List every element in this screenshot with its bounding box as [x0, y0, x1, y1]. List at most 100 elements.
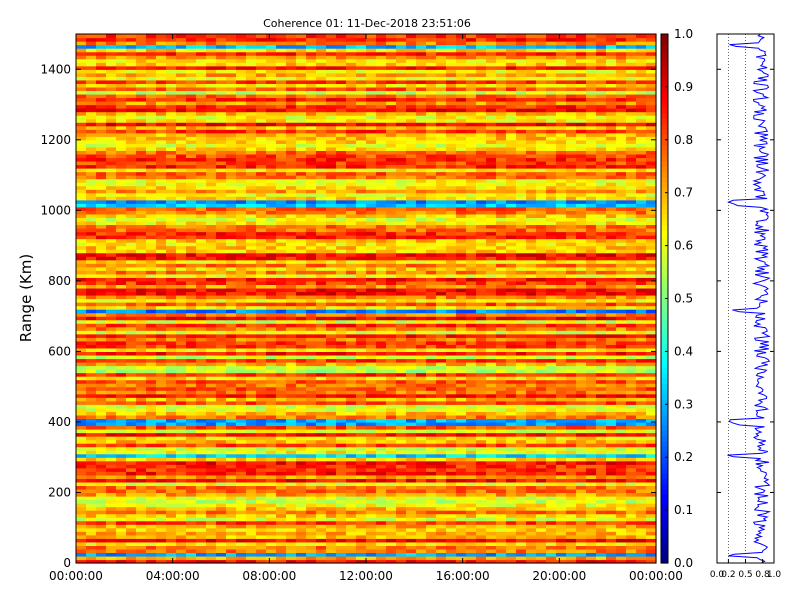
heatmap-cell — [546, 541, 557, 546]
heatmap-cell — [376, 400, 387, 405]
heatmap-cell — [496, 404, 507, 409]
heatmap-cell — [176, 474, 187, 479]
heatmap-cell — [586, 460, 597, 465]
heatmap-cell — [76, 404, 87, 409]
heatmap-cell — [266, 365, 277, 370]
heatmap-cell — [586, 485, 597, 490]
heatmap-cell — [176, 291, 187, 296]
heatmap-cell — [416, 555, 427, 561]
heatmap-cell — [206, 414, 217, 420]
heatmap-cell — [146, 354, 157, 360]
heatmap-cell — [336, 280, 347, 285]
heatmap-cell — [366, 492, 377, 497]
heatmap-cell — [136, 312, 147, 317]
heatmap-cell — [596, 520, 607, 525]
heatmap-cell — [316, 446, 327, 451]
heatmap-cell — [146, 372, 157, 377]
heatmap-cell — [136, 270, 147, 275]
heatmap-cell — [86, 316, 97, 321]
heatmap-cell — [226, 436, 237, 441]
heatmap-cell — [286, 450, 297, 455]
heatmap-cell — [476, 453, 487, 458]
heatmap-cell — [446, 548, 457, 554]
heatmap-cell — [286, 365, 297, 370]
heatmap-cell — [226, 365, 237, 370]
heatmap-cell — [96, 270, 107, 275]
heatmap-cell — [596, 287, 607, 293]
heatmap-cell — [76, 414, 87, 420]
heatmap-cell — [166, 407, 177, 412]
heatmap-cell — [386, 450, 397, 455]
heatmap-cell — [396, 347, 407, 352]
heatmap-cell — [556, 513, 567, 518]
heatmap-cell — [566, 354, 577, 360]
heatmap-cell — [106, 358, 117, 363]
heatmap-cell — [276, 513, 287, 518]
heatmap-cell — [196, 390, 207, 395]
heatmap-cell — [586, 330, 597, 335]
heatmap-cell — [116, 270, 127, 275]
heatmap-cell — [556, 383, 567, 388]
heatmap-cell — [456, 372, 467, 377]
heatmap-cell — [626, 418, 637, 423]
heatmap-cell — [486, 298, 497, 303]
heatmap-cell — [196, 559, 207, 564]
heatmap-cell — [346, 545, 357, 550]
heatmap-cell — [196, 294, 207, 300]
heatmap-cell — [246, 510, 257, 515]
heatmap-cell — [136, 552, 147, 557]
heatmap-cell — [406, 492, 417, 497]
heatmap-cell — [356, 453, 367, 458]
heatmap-cell — [636, 460, 647, 465]
heatmap-cell — [566, 361, 577, 367]
heatmap-cell — [506, 330, 517, 335]
heatmap-cell — [426, 474, 437, 479]
heatmap-cell — [266, 555, 277, 561]
heatmap-cell — [336, 464, 347, 469]
heatmap-cell — [106, 488, 117, 494]
heatmap-cell — [76, 319, 87, 324]
heatmap-cell — [356, 510, 367, 515]
heatmap-cell — [186, 538, 197, 543]
heatmap-cell — [196, 555, 207, 561]
heatmap-cell — [346, 277, 357, 282]
heatmap-cell — [306, 474, 317, 479]
heatmap-cell — [136, 369, 147, 374]
heatmap-cell — [406, 284, 417, 289]
heatmap-cell — [216, 492, 227, 497]
heatmap-cell — [466, 302, 477, 307]
heatmap-cell — [496, 527, 507, 532]
heatmap-cell — [406, 414, 417, 420]
heatmap-cell — [426, 436, 437, 441]
heatmap-cell — [296, 344, 307, 349]
heatmap-cell — [316, 323, 327, 328]
heatmap-cell — [426, 344, 437, 349]
heatmap-cell — [226, 347, 237, 352]
heatmap-cell — [136, 478, 147, 483]
heatmap-cell — [496, 457, 507, 462]
heatmap-cell — [496, 446, 507, 451]
heatmap-cell — [606, 309, 617, 314]
heatmap-cell — [106, 457, 117, 462]
heatmap-cell — [616, 425, 627, 430]
heatmap-cell — [96, 298, 107, 303]
heatmap-cell — [596, 460, 607, 465]
heatmap-cell — [446, 383, 457, 388]
heatmap-cell — [306, 538, 317, 543]
heatmap-cell — [596, 541, 607, 546]
heatmap-cell — [346, 499, 357, 504]
heatmap-cell — [416, 559, 427, 564]
heatmap-cell — [416, 425, 427, 430]
heatmap-cell — [356, 404, 367, 409]
heatmap-cell — [426, 337, 437, 342]
heatmap-cell — [556, 492, 567, 497]
heatmap-cell — [106, 361, 117, 367]
heatmap-cell — [396, 316, 407, 321]
heatmap-cell — [306, 513, 317, 518]
heatmap-cell — [646, 453, 657, 458]
heatmap-cell — [496, 425, 507, 430]
heatmap-cell — [146, 517, 157, 522]
heatmap-cell — [586, 393, 597, 398]
heatmap-cell — [606, 513, 617, 518]
heatmap-cell — [176, 421, 187, 427]
